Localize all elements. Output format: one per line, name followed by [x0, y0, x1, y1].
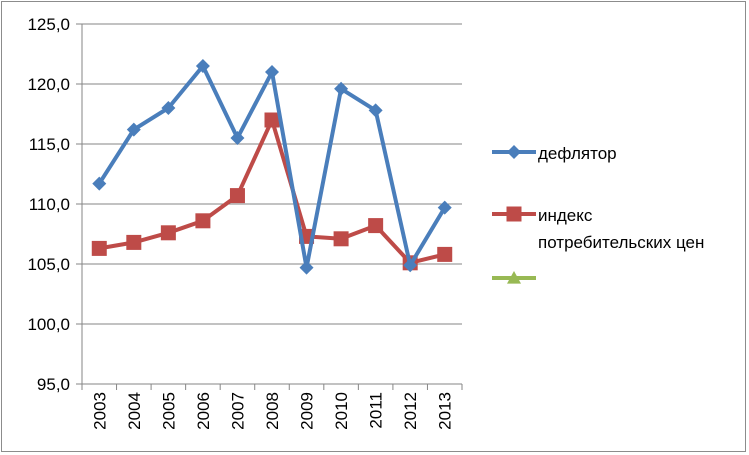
x-tick-label: 2003 — [90, 392, 109, 430]
y-tick-label: 120,0 — [27, 75, 70, 94]
data-point — [437, 246, 453, 262]
legend-marker — [506, 206, 522, 222]
y-tick-label: 110,0 — [29, 195, 70, 214]
legend-label: дефлятор — [538, 144, 617, 163]
data-point — [334, 81, 349, 96]
x-tick-label: 2004 — [125, 392, 144, 430]
y-tick-label: 115,0 — [29, 135, 70, 154]
data-point — [368, 103, 383, 118]
legend-marker — [507, 271, 521, 284]
data-point — [160, 225, 176, 241]
x-tick-label: 2012 — [401, 392, 420, 430]
legend-label: потребительских цен — [538, 233, 704, 252]
data-point — [264, 112, 280, 128]
x-tick-label: 2010 — [332, 392, 351, 430]
data-point — [161, 101, 176, 115]
data-point — [437, 200, 452, 215]
x-tick-label: 2013 — [436, 392, 455, 430]
y-tick-label: 95,0 — [37, 375, 70, 394]
data-point — [126, 234, 142, 250]
data-point — [368, 218, 384, 234]
y-tick-label: 100,0 — [27, 315, 70, 334]
x-tick-label: 2006 — [194, 392, 213, 430]
x-tick-label: 2011 — [367, 392, 386, 429]
x-tick-label: 2008 — [263, 392, 282, 430]
data-point — [403, 258, 418, 273]
y-tick-label: 125,0 — [27, 15, 70, 34]
y-tick-label: 105,0 — [27, 255, 70, 274]
data-point — [91, 240, 107, 256]
x-tick-label: 2005 — [159, 392, 178, 430]
data-point — [195, 59, 210, 73]
data-point — [230, 131, 245, 145]
data-point — [265, 65, 279, 79]
data-point — [92, 176, 107, 191]
x-tick-label: 2007 — [228, 392, 247, 430]
data-point — [195, 213, 211, 229]
data-point — [126, 122, 141, 137]
legend-marker — [507, 145, 521, 159]
legend-label: индекс — [538, 206, 593, 225]
data-point — [333, 231, 349, 247]
data-point — [299, 260, 314, 275]
x-tick-label: 2009 — [298, 392, 317, 430]
data-point — [229, 188, 245, 204]
